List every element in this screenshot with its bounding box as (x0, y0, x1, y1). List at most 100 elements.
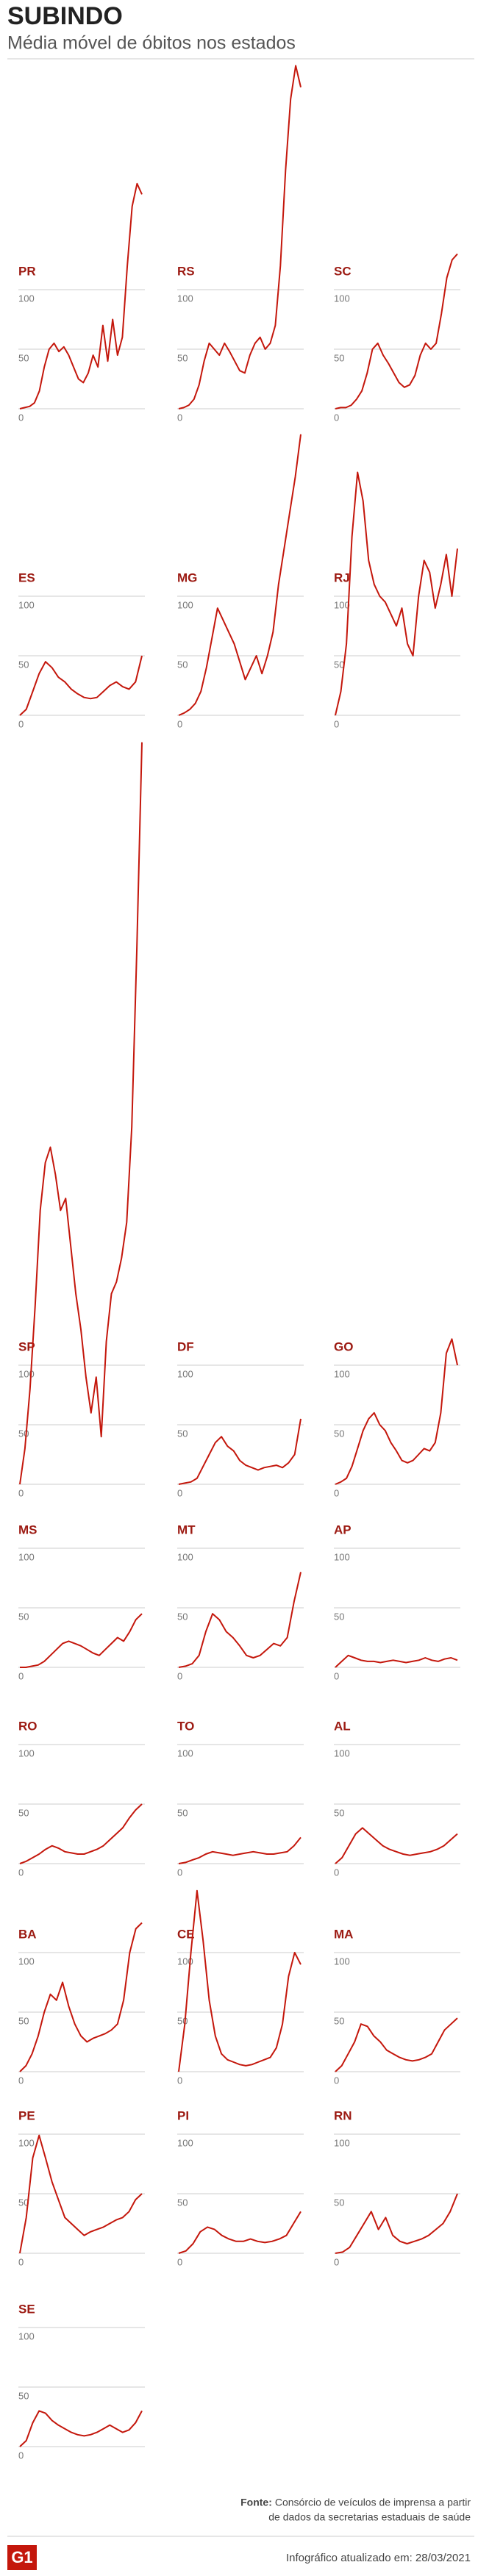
state-label: MT (177, 1523, 196, 1536)
y-tick-label: 50 (334, 1807, 344, 1818)
y-tick-label: 50 (18, 2015, 29, 2026)
source-label: Fonte: (240, 2497, 272, 2508)
state-label: AL (334, 1719, 351, 1733)
data-line (19, 1922, 143, 2072)
state-label: SC (334, 264, 352, 278)
y-tick-label: 0 (334, 412, 339, 423)
data-line (178, 2211, 302, 2254)
data-line (335, 1654, 458, 1668)
y-tick-label: 100 (177, 1747, 193, 1759)
state-label: SP (18, 1339, 35, 1353)
title: SUBINDO (7, 2, 123, 30)
y-tick-label: 100 (334, 1368, 350, 1379)
y-tick-label: 0 (334, 1670, 339, 1681)
state-label: PI (177, 2108, 189, 2122)
state-label: PR (18, 264, 36, 278)
y-tick-label: 100 (18, 2330, 35, 2341)
y-tick-label: 100 (177, 293, 193, 304)
y-tick-label: 50 (334, 1428, 344, 1439)
y-tick-label: 50 (334, 352, 344, 363)
data-line (20, 1613, 143, 1668)
y-tick-label: 0 (334, 1487, 339, 1498)
data-line (335, 2193, 458, 2254)
state-label: SE (18, 2302, 35, 2316)
data-line (178, 65, 302, 409)
y-tick-label: 100 (177, 2137, 193, 2148)
data-line (335, 1338, 458, 1485)
state-label: RJ (334, 570, 350, 584)
state-label: BA (18, 1927, 37, 1941)
y-tick-label: 100 (177, 599, 193, 610)
subtitle: Média móvel de óbitos nos estados (7, 33, 296, 54)
y-tick-label: 50 (18, 2197, 29, 2208)
state-label: CE (177, 1927, 195, 1941)
y-tick-label: 100 (18, 1368, 35, 1379)
y-tick-label: 100 (334, 599, 350, 610)
y-tick-label: 0 (334, 2256, 339, 2267)
source-line: Consórcio de veículos de imprensa a part… (275, 2497, 471, 2508)
y-tick-label: 100 (18, 1551, 35, 1562)
y-tick-label: 0 (18, 2450, 24, 2461)
y-tick-label: 0 (18, 412, 24, 423)
data-line (19, 1803, 143, 1864)
y-tick-label: 100 (18, 599, 35, 610)
data-line (335, 253, 458, 409)
y-tick-label: 100 (334, 1956, 350, 1967)
y-tick-label: 0 (334, 718, 339, 729)
source-line: de dados da secretarias estaduais de saú… (268, 2511, 471, 2523)
y-tick-label: 100 (18, 293, 35, 304)
logo: G1 (11, 2548, 32, 2566)
y-tick-label: 0 (334, 2075, 339, 2086)
y-tick-label: 0 (18, 718, 24, 729)
state-label: ES (18, 570, 35, 584)
y-tick-label: 50 (177, 1807, 188, 1818)
y-tick-label: 50 (177, 2197, 188, 2208)
y-tick-label: 100 (334, 2137, 350, 2148)
y-tick-label: 50 (18, 2390, 29, 2401)
y-tick-label: 0 (177, 718, 182, 729)
data-line (178, 1836, 302, 1864)
updated: Infográfico atualizado em: 28/03/2021 (286, 2552, 471, 2564)
data-line (178, 1572, 302, 1668)
y-tick-label: 0 (177, 2256, 182, 2267)
y-tick-label: 0 (177, 1670, 182, 1681)
logo-box (7, 2545, 37, 2570)
state-label: RN (334, 2108, 352, 2122)
data-line (178, 1418, 302, 1485)
y-tick-label: 100 (18, 1956, 35, 1967)
state-label: MA (334, 1927, 353, 1941)
y-tick-label: 100 (334, 1747, 350, 1759)
state-label: GO (334, 1339, 353, 1353)
y-tick-label: 50 (18, 659, 29, 670)
y-tick-label: 50 (177, 1611, 188, 1622)
state-label: DF (177, 1339, 194, 1353)
y-tick-label: 50 (177, 659, 188, 670)
y-tick-label: 0 (18, 2075, 24, 2086)
state-label: RS (177, 264, 195, 278)
data-line (19, 742, 143, 1485)
y-tick-label: 50 (177, 2015, 188, 2026)
data-line (19, 182, 143, 409)
y-tick-label: 0 (177, 412, 182, 423)
y-tick-label: 50 (177, 352, 188, 363)
data-line (178, 434, 302, 716)
data-line (178, 1889, 302, 2072)
y-tick-label: 0 (334, 1867, 339, 1878)
state-label: MG (177, 570, 197, 584)
y-tick-label: 50 (177, 1428, 188, 1439)
state-label: TO (177, 1719, 194, 1733)
y-tick-label: 100 (334, 1551, 350, 1562)
y-tick-label: 100 (334, 293, 350, 304)
state-label: PE (18, 2108, 35, 2122)
y-tick-label: 0 (177, 1487, 182, 1498)
state-label: AP (334, 1523, 352, 1536)
data-line (19, 2410, 143, 2447)
y-tick-label: 100 (18, 1747, 35, 1759)
y-tick-label: 50 (334, 2015, 344, 2026)
data-line (19, 2134, 143, 2254)
data-line (19, 655, 143, 716)
data-line (335, 1827, 458, 1864)
y-tick-label: 50 (334, 1611, 344, 1622)
y-tick-label: 0 (18, 1670, 24, 1681)
y-tick-label: 0 (18, 1867, 24, 1878)
